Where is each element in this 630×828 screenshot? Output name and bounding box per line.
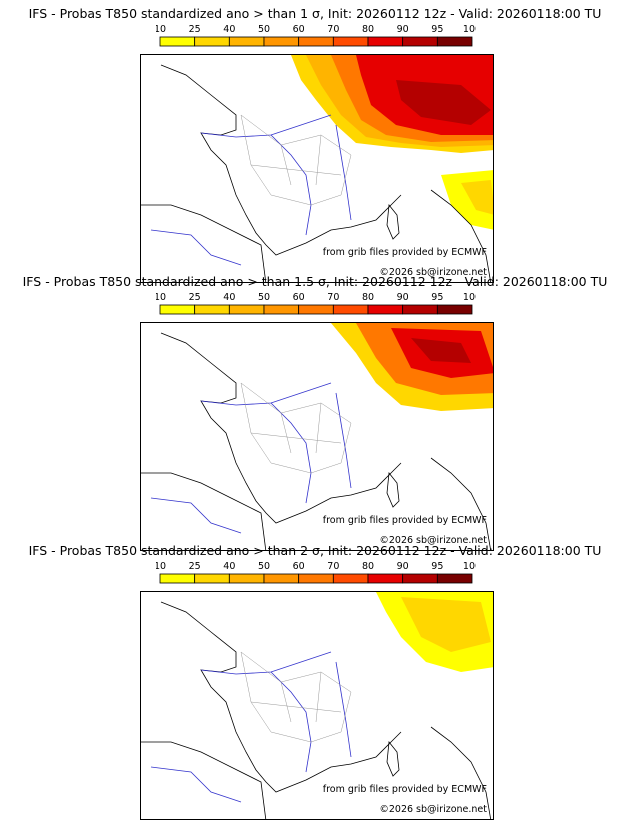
colorbar-tick-label: 40 [223, 292, 235, 303]
colorbar-tick-label: 100 [463, 24, 476, 35]
rivers [150, 114, 352, 266]
colorbar-segment [298, 573, 334, 584]
colorbar-segment [228, 36, 265, 47]
admin-borders [240, 651, 352, 743]
colorbar: 10 25 40 50 60 70 80 90 95 100 [156, 292, 476, 315]
colorbar-segment [159, 304, 196, 315]
credit-grib: from grib files provided by ECMWF [322, 247, 487, 258]
colorbar-tick-label: 25 [189, 292, 201, 303]
colorbar-segment [367, 304, 404, 315]
colorbar-segment [298, 304, 334, 315]
colorbar-tick-label: 95 [431, 292, 443, 303]
colorbar-segment [194, 573, 230, 584]
credit-grib: from grib files provided by ECMWF [322, 784, 487, 795]
colorbar-tick-label: 60 [293, 561, 305, 572]
map-panel-1: IFS - Probas T850 standardized ano > tha… [0, 6, 630, 283]
colorbar-tick-label: 25 [189, 24, 201, 35]
admin-borders [240, 382, 352, 474]
colorbar-tick-label: 10 [156, 24, 166, 35]
colorbar-tick-label: 50 [258, 561, 270, 572]
colorbar-tick-label: 100 [463, 561, 476, 572]
colorbar-tick-label: 60 [293, 24, 305, 35]
colorbar-segment [367, 573, 404, 584]
colorbar-tick-label: 95 [431, 561, 443, 572]
credit-site: ©2026 sb@irizone.net [379, 267, 487, 278]
probability-shading [331, 323, 493, 411]
colorbar-tick-label: 40 [223, 24, 235, 35]
colorbar-tick-label: 70 [327, 292, 339, 303]
credit-site: ©2026 sb@irizone.net [379, 804, 487, 815]
colorbar: 10 25 40 50 60 70 80 90 95 100 [156, 24, 476, 47]
colorbar-segment [159, 573, 196, 584]
colorbar-segment [402, 36, 438, 47]
colorbar-tick-label: 70 [327, 24, 339, 35]
panel-title: IFS - Probas T850 standardized ano > tha… [28, 543, 602, 558]
colorbar-tick-label: 90 [397, 561, 409, 572]
colorbar-segment [263, 36, 300, 47]
coastline [141, 601, 492, 819]
coastline [141, 64, 492, 282]
colorbar-tick-label: 10 [156, 561, 166, 572]
colorbar-tick-label: 95 [431, 24, 443, 35]
rivers [150, 651, 352, 803]
colorbar-segment [436, 573, 473, 584]
probability-map[interactable]: from grib files provided by ECMWF ©2026 … [140, 54, 494, 283]
probability-map[interactable]: from grib files provided by ECMWF ©2026 … [140, 322, 494, 551]
probability-shading [376, 592, 493, 672]
colorbar-segment [436, 304, 473, 315]
probability-map[interactable]: from grib files provided by ECMWF ©2026 … [140, 591, 494, 820]
colorbar-tick-label: 90 [397, 292, 409, 303]
colorbar-tick-label: 25 [189, 561, 201, 572]
colorbar-tick-label: 40 [223, 561, 235, 572]
map-panel-3: IFS - Probas T850 standardized ano > tha… [0, 543, 630, 820]
credit-grib: from grib files provided by ECMWF [322, 515, 487, 526]
coastline [141, 332, 492, 550]
colorbar-tick-label: 80 [362, 561, 374, 572]
colorbar-segment [332, 304, 369, 315]
colorbar-tick-label: 50 [258, 24, 270, 35]
colorbar-segment [298, 36, 334, 47]
rivers [150, 382, 352, 534]
colorbar-tick-label: 70 [327, 561, 339, 572]
panel-title: IFS - Probas T850 standardized ano > tha… [22, 274, 608, 289]
colorbar-tick-label: 100 [463, 292, 476, 303]
probability-shading [291, 55, 493, 230]
colorbar-segment [332, 36, 369, 47]
colorbar: 10 25 40 50 60 70 80 90 95 100 [156, 561, 476, 584]
map-panel-2: IFS - Probas T850 standardized ano > tha… [0, 274, 630, 551]
admin-borders [240, 114, 352, 206]
colorbar-segment [367, 36, 404, 47]
colorbar-segment [402, 573, 438, 584]
colorbar-tick-label: 60 [293, 292, 305, 303]
colorbar-tick-label: 10 [156, 292, 166, 303]
panel-title: IFS - Probas T850 standardized ano > tha… [28, 6, 602, 21]
colorbar-tick-label: 80 [362, 292, 374, 303]
colorbar-segment [436, 36, 473, 47]
colorbar-segment [194, 304, 230, 315]
colorbar-segment [228, 304, 265, 315]
credit-site: ©2026 sb@irizone.net [379, 535, 487, 546]
colorbar-tick-label: 50 [258, 292, 270, 303]
colorbar-segment [402, 304, 438, 315]
colorbar-segment [263, 304, 300, 315]
colorbar-segment [194, 36, 230, 47]
colorbar-segment [159, 36, 196, 47]
colorbar-tick-label: 90 [397, 24, 409, 35]
colorbar-segment [332, 573, 369, 584]
colorbar-tick-label: 80 [362, 24, 374, 35]
colorbar-segment [228, 573, 265, 584]
colorbar-segment [263, 573, 300, 584]
